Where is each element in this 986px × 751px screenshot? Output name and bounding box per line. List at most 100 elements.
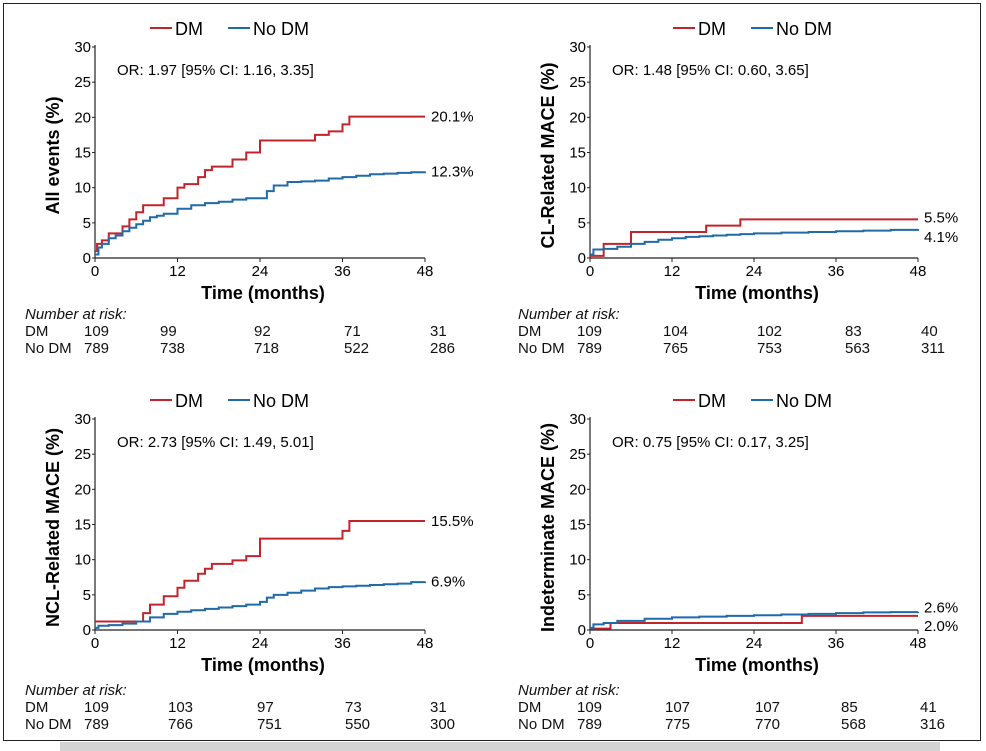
risk-row-label: DM (25, 323, 49, 340)
risk-value: 109 (577, 323, 603, 340)
y-tick-label: 10 (569, 180, 586, 197)
series-line-dm (590, 218, 918, 257)
risk-value: 775 (665, 716, 691, 733)
x-tick-label: 0 (91, 263, 99, 280)
risk-value: 104 (663, 323, 689, 340)
y-tick-label: 5 (578, 587, 586, 604)
x-tick-label: 12 (664, 263, 681, 280)
y-tick-label: 30 (74, 411, 91, 428)
risk-value: 300 (430, 716, 456, 733)
y-axis-title: CL-Related MACE (%) (538, 62, 558, 248)
x-tick-label: 24 (746, 635, 763, 652)
risk-value: 97 (257, 699, 274, 716)
end-value-label-no-dm: 2.6% (924, 600, 958, 617)
x-tick-label: 12 (169, 635, 186, 652)
x-tick-label: 36 (828, 635, 845, 652)
risk-row-label: No DM (25, 340, 72, 357)
x-tick-label: 0 (586, 635, 594, 652)
y-tick-label: 15 (569, 517, 586, 534)
series-line-dm (590, 614, 918, 630)
panel-cl-related-mace: DM No DM 0 5 10 15 20 25 30 0 12 24 36 48 Time (months… (493, 0, 986, 370)
risk-value: 109 (577, 699, 603, 716)
y-tick-label: 0 (578, 250, 586, 267)
risk-value: 753 (757, 340, 783, 357)
x-tick-label: 36 (334, 263, 351, 280)
end-value-label-no-dm: 4.1% (924, 229, 958, 246)
x-tick-label: 24 (746, 263, 763, 280)
y-tick-label: 30 (569, 39, 586, 56)
risk-value: 751 (257, 716, 283, 733)
risk-value: 102 (757, 323, 783, 340)
odds-ratio-annotation: OR: 2.73 [95% CI: 1.49, 5.01] (117, 434, 314, 451)
y-tick-label: 5 (83, 587, 91, 604)
odds-ratio-annotation: OR: 1.48 [95% CI: 0.60, 3.65] (612, 62, 809, 79)
y-tick-label: 15 (569, 145, 586, 162)
legend-label-no-dm: No DM (776, 19, 832, 39)
risk-value: 563 (845, 340, 871, 357)
end-value-label-dm: 15.5% (431, 513, 474, 530)
risk-row-label: No DM (518, 340, 565, 357)
series-line-dm (95, 115, 425, 252)
x-tick-label: 12 (169, 263, 186, 280)
y-tick-label: 20 (569, 481, 586, 498)
odds-ratio-annotation: OR: 1.97 [95% CI: 1.16, 3.35] (117, 62, 314, 79)
y-tick-label: 30 (569, 411, 586, 428)
risk-value: 99 (160, 323, 177, 340)
risk-value: 71 (344, 323, 361, 340)
x-tick-label: 48 (417, 635, 434, 652)
risk-row-label: DM (25, 699, 49, 716)
legend-label-no-dm: No DM (253, 391, 309, 411)
risk-table-title: Number at risk: (25, 682, 127, 699)
end-value-label-dm: 5.5% (924, 209, 958, 226)
risk-value: 522 (344, 340, 370, 357)
risk-value: 85 (841, 699, 858, 716)
y-tick-label: 25 (74, 74, 91, 91)
x-axis-title: Time (months) (695, 655, 819, 675)
risk-value: 789 (577, 716, 603, 733)
y-tick-label: 10 (569, 552, 586, 569)
y-tick-label: 15 (74, 517, 91, 534)
risk-row-label: No DM (518, 716, 565, 733)
x-tick-label: 48 (910, 263, 927, 280)
risk-value: 103 (168, 699, 194, 716)
number-at-risk-table: Number at risk: DM 109 104 102 83 40 No DM 789 76… (518, 306, 978, 358)
risk-value: 40 (921, 323, 938, 340)
y-axis-title: All events (%) (43, 96, 63, 214)
km-plot: DM No DM 0 5 10 15 20 25 30 0 12 24 36 48 Time (months… (538, 19, 958, 303)
risk-value: 789 (577, 340, 603, 357)
number-at-risk-table: Number at risk: DM 109 99 92 71 31 No DM 789 738 7… (25, 306, 485, 358)
risk-value: 770 (755, 716, 781, 733)
risk-value: 41 (920, 699, 937, 716)
km-plot: DM No DM 0 5 10 15 20 25 30 0 12 24 36 48 Time (months… (43, 391, 474, 675)
legend: DM No DM (673, 391, 832, 411)
risk-value: 31 (430, 323, 447, 340)
risk-value: 73 (345, 699, 362, 716)
risk-value: 718 (254, 340, 280, 357)
legend-label-dm: DM (698, 391, 726, 411)
panel-ncl-related-mace: DM No DM 0 5 10 15 20 25 30 0 12 24 36 48 Time (months… (0, 372, 493, 742)
x-tick-label: 36 (334, 635, 351, 652)
series-line-no-dm (590, 228, 919, 256)
risk-value: 31 (430, 699, 447, 716)
x-tick-label: 0 (586, 263, 594, 280)
legend: DM No DM (150, 391, 309, 411)
series-line-no-dm (95, 171, 426, 256)
y-tick-label: 30 (74, 39, 91, 56)
y-axis-title: Indeterminate MACE (%) (538, 423, 558, 632)
y-tick-label: 10 (74, 180, 91, 197)
risk-value: 550 (345, 716, 371, 733)
y-tick-label: 25 (569, 446, 586, 463)
risk-table-title: Number at risk: (518, 682, 620, 699)
risk-value: 83 (845, 323, 862, 340)
legend-label-dm: DM (698, 19, 726, 39)
x-tick-label: 36 (828, 263, 845, 280)
odds-ratio-annotation: OR: 0.75 [95% CI: 0.17, 3.25] (612, 434, 809, 451)
y-tick-label: 5 (578, 215, 586, 232)
y-tick-label: 0 (578, 622, 586, 639)
risk-row-label: DM (518, 323, 542, 340)
panel-all-events: DM No DM 0 5 10 15 20 25 30 0 12 24 36 48 Time (months… (0, 0, 493, 370)
end-value-label-no-dm: 6.9% (431, 573, 465, 590)
risk-value: 568 (841, 716, 867, 733)
y-tick-label: 25 (74, 446, 91, 463)
x-tick-label: 12 (664, 635, 681, 652)
